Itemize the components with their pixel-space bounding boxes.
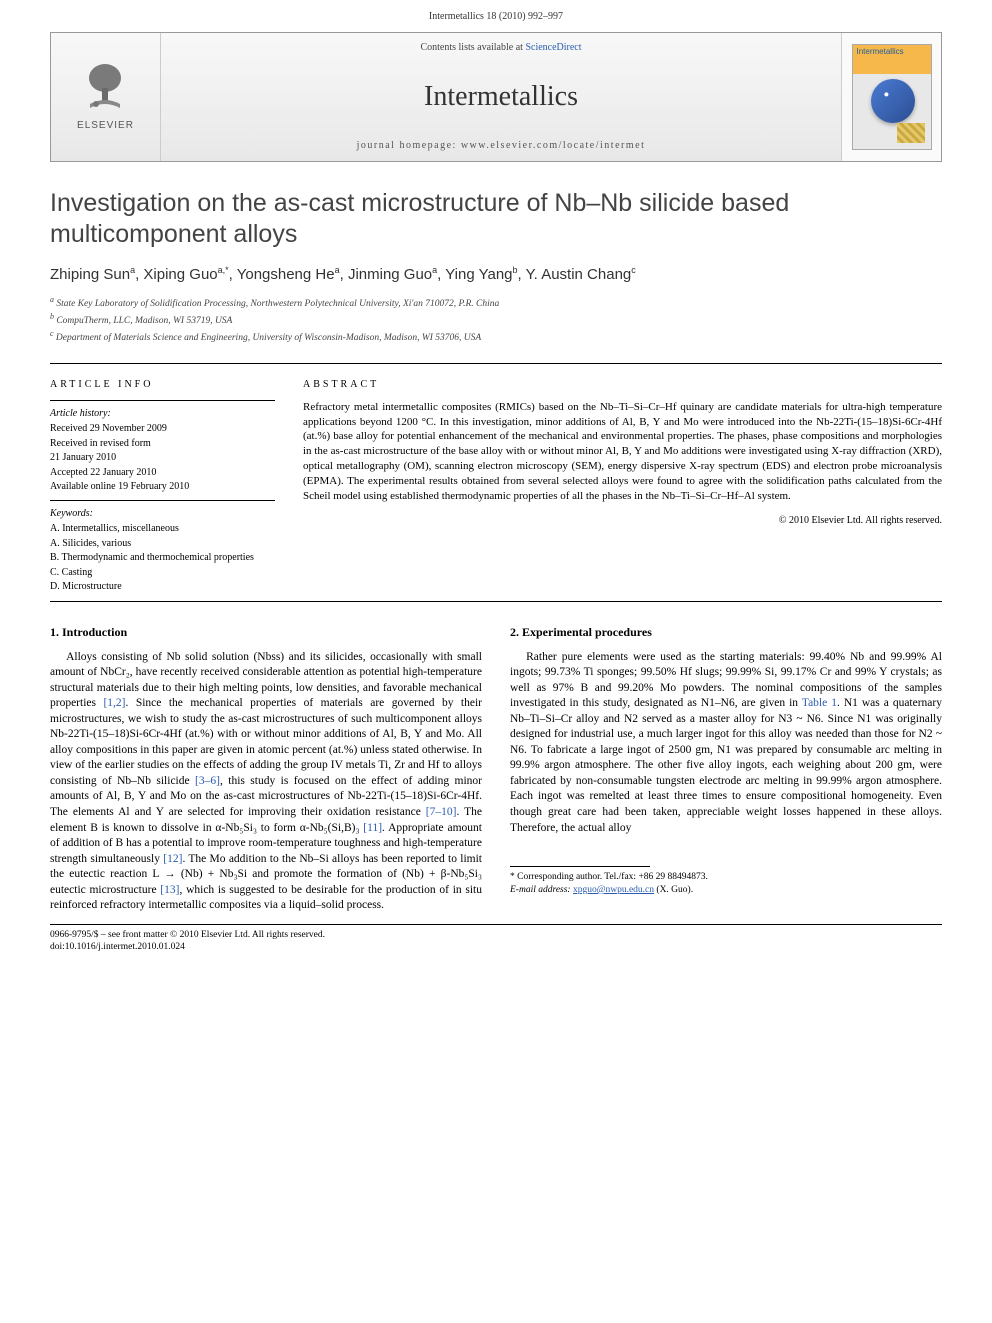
cover-title-text: Intermetallics <box>857 47 927 58</box>
citation-7-10[interactable]: [7–10] <box>426 806 457 818</box>
bottom-rule <box>50 601 942 602</box>
publisher-wordmark: ELSEVIER <box>77 119 134 133</box>
keywords-label: Keywords: <box>50 507 275 521</box>
keyword-item: A. Intermetallics, miscellaneous <box>50 522 275 536</box>
article-info-heading: ARTICLE INFO <box>50 378 275 392</box>
article-info-grid: ARTICLE INFO Article history: Received 2… <box>50 370 942 595</box>
affiliation-item: c Department of Materials Science and En… <box>50 329 942 345</box>
running-header: Intermetallics 18 (2010) 992–997 <box>0 0 992 32</box>
keyword-item: D. Microstructure <box>50 580 275 594</box>
affiliation-list: a State Key Laboratory of Solidification… <box>50 295 942 345</box>
history-item: Received in revised form <box>50 437 275 451</box>
keyword-item: B. Thermodynamic and thermochemical prop… <box>50 551 275 565</box>
article-title: Investigation on the as-cast microstruct… <box>50 188 942 251</box>
cover-art-sphere <box>871 79 915 123</box>
citation-12[interactable]: [12] <box>163 853 182 865</box>
journal-name: Intermetallics <box>161 78 841 116</box>
citation-1-2[interactable]: [1,2] <box>103 697 125 709</box>
abstract-text: Refractory metal intermetallic composite… <box>303 400 942 504</box>
article-info-left: ARTICLE INFO Article history: Received 2… <box>50 378 275 595</box>
history-label: Article history: <box>50 407 275 421</box>
email-label: E-mail address: <box>510 885 571 895</box>
journal-homepage-line: journal homepage: www.elsevier.com/locat… <box>161 139 841 153</box>
sciencedirect-link[interactable]: ScienceDirect <box>525 42 581 53</box>
top-rule <box>50 363 942 364</box>
s2p1-b: . N1 was a quaternary Nb–Ti–Si–Cr alloy … <box>510 697 942 833</box>
journal-banner: ELSEVIER Contents lists available at Sci… <box>50 32 942 162</box>
contents-prefix: Contents lists available at <box>420 42 525 53</box>
journal-cover-thumbnail: Intermetallics <box>852 44 932 150</box>
info-subrule-1 <box>50 400 275 401</box>
history-item: 21 January 2010 <box>50 451 275 465</box>
affiliation-item: b CompuTherm, LLC, Madison, WI 53719, US… <box>50 312 942 328</box>
section-1-para-1: Alloys consisting of Nb solid solution (… <box>50 650 482 914</box>
corresponding-author-note: * Corresponding author. Tel./fax: +86 29… <box>510 871 942 884</box>
history-item: Accepted 22 January 2010 <box>50 466 275 480</box>
corresponding-email-link[interactable]: xpguo@nwpu.edu.cn <box>573 885 654 895</box>
keyword-item: A. Silicides, various <box>50 537 275 551</box>
table-1-ref[interactable]: Table 1 <box>802 697 837 709</box>
elsevier-tree-icon <box>80 60 130 115</box>
section-2-para-1: Rather pure elements were used as the st… <box>510 650 942 836</box>
history-item: Available online 19 February 2010 <box>50 480 275 494</box>
footnote-separator <box>510 866 650 867</box>
cover-art-pattern <box>897 123 925 143</box>
email-tail: (X. Guo). <box>654 885 693 895</box>
body-text-columns: 1. Introduction Alloys consisting of Nb … <box>50 624 942 914</box>
page-footer: 0966-9795/$ – see front matter © 2010 El… <box>0 925 992 975</box>
keyword-item: C. Casting <box>50 566 275 580</box>
elsevier-logo: ELSEVIER <box>77 60 134 133</box>
citation-11[interactable]: [11] <box>363 822 382 834</box>
keywords-items: A. Intermetallics, miscellaneousA. Silic… <box>50 522 275 594</box>
history-items: Received 29 November 2009Received in rev… <box>50 422 275 494</box>
citation-13[interactable]: [13] <box>160 884 179 896</box>
author-list: Zhiping Suna, Xiping Guoa,*, Yongsheng H… <box>50 264 942 285</box>
citation-3-6[interactable]: [3–6] <box>195 775 220 787</box>
affiliation-item: a State Key Laboratory of Solidification… <box>50 295 942 311</box>
section-1-heading: 1. Introduction <box>50 624 482 640</box>
banner-center: Contents lists available at ScienceDirec… <box>161 33 841 161</box>
abstract-heading: ABSTRACT <box>303 378 942 392</box>
publisher-logo-cell: ELSEVIER <box>51 33 161 161</box>
footer-doi-line: doi:10.1016/j.intermet.2010.01.024 <box>50 941 942 954</box>
s1p1-b: . Since the mechanical properties of mat… <box>50 697 482 787</box>
contents-lists-line: Contents lists available at ScienceDirec… <box>161 41 841 55</box>
footer-copyright-line: 0966-9795/$ – see front matter © 2010 El… <box>50 929 942 942</box>
abstract-copyright: © 2010 Elsevier Ltd. All rights reserved… <box>303 514 942 528</box>
abstract-block: ABSTRACT Refractory metal intermetallic … <box>303 378 942 595</box>
history-item: Received 29 November 2009 <box>50 422 275 436</box>
section-2-heading: 2. Experimental procedures <box>510 624 942 640</box>
cover-thumb-cell: Intermetallics <box>841 33 941 161</box>
footnotes: * Corresponding author. Tel./fax: +86 29… <box>510 871 942 897</box>
info-subrule-2 <box>50 500 275 501</box>
